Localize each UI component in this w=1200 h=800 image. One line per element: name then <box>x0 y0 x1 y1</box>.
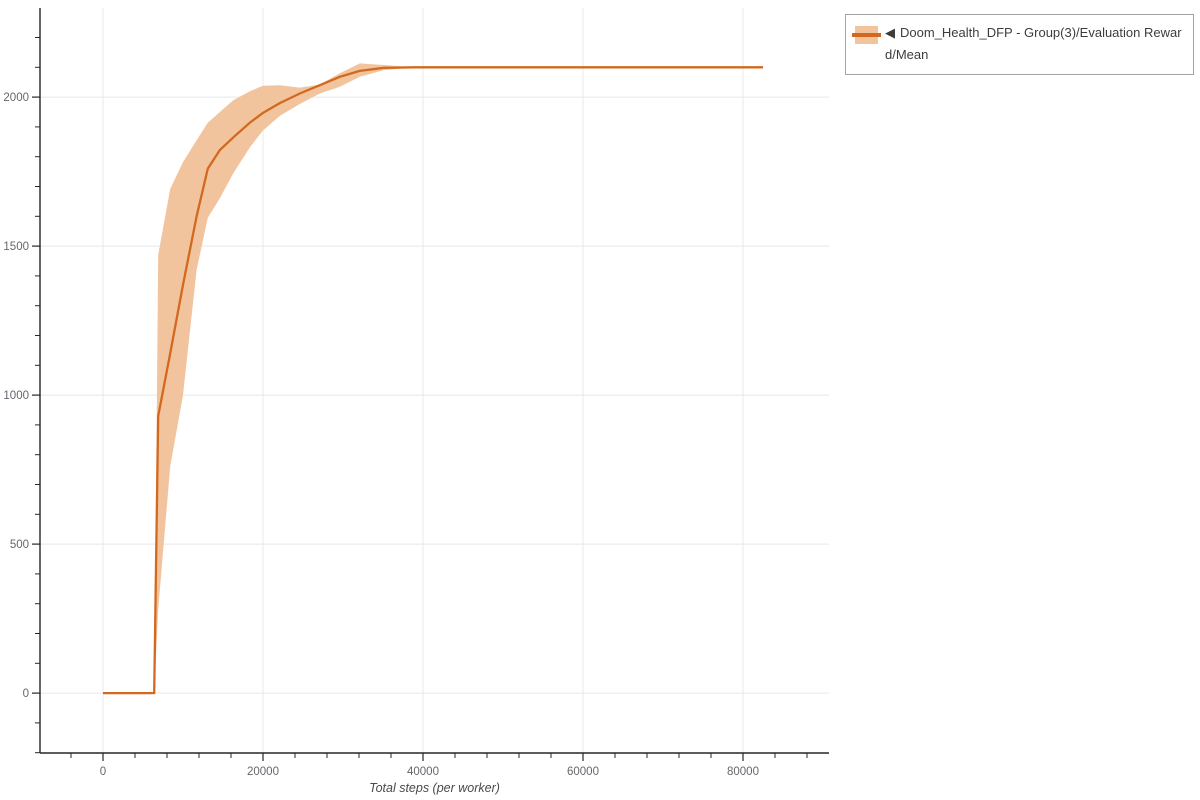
x-tick-label: 80000 <box>727 766 759 778</box>
x-tick-label: 20000 <box>247 766 279 778</box>
x-tick-label: 60000 <box>567 766 599 778</box>
confidence-band <box>103 63 763 694</box>
legend-entry[interactable]: ◀ Doom_Health_DFP - Group(3)/Evaluation R… <box>885 22 1184 66</box>
legend-series-label: Doom_Health_DFP - Group(3)/Evaluation Re… <box>885 25 1182 62</box>
y-tick-label: 1000 <box>3 390 29 402</box>
y-tick-label: 0 <box>23 688 29 700</box>
legend: ◀ Doom_Health_DFP - Group(3)/Evaluation R… <box>845 14 1194 75</box>
x-axis-title: Total steps (per worker) <box>369 781 500 795</box>
legend-swatch <box>852 25 881 45</box>
y-tick-label: 500 <box>10 539 29 551</box>
y-tick-label: 1500 <box>3 241 29 253</box>
mean-line <box>103 66 763 695</box>
x-tick-label: 40000 <box>407 766 439 778</box>
collapse-triangle-icon: ◀ <box>885 25 895 40</box>
y-tick-label: 2000 <box>3 92 29 104</box>
legend-line-swatch <box>852 33 881 37</box>
x-tick-label: 0 <box>100 766 106 778</box>
